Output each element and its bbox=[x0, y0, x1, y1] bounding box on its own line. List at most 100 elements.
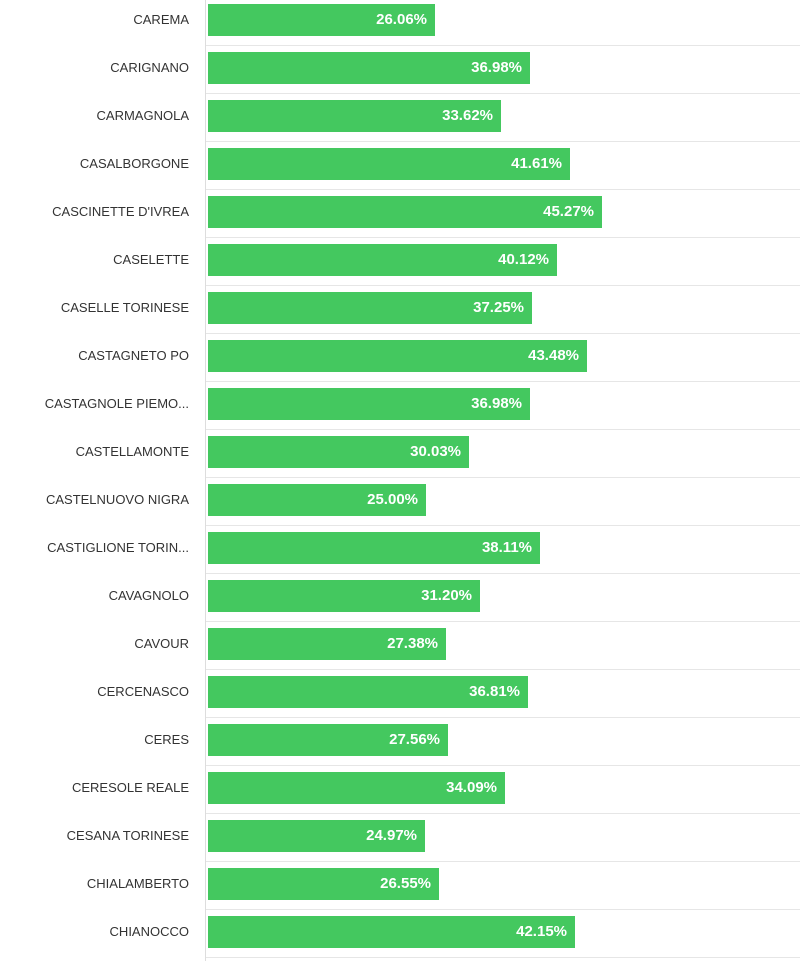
bar[interactable]: 36.98% bbox=[208, 388, 530, 420]
bar[interactable]: 43.48% bbox=[208, 340, 587, 372]
bar[interactable]: 24.97% bbox=[208, 820, 425, 852]
category-label: CASTAGNOLE PIEMO... bbox=[44, 396, 189, 411]
bar[interactable]: 31.20% bbox=[208, 580, 480, 612]
row-separator bbox=[206, 93, 800, 94]
bar-value-label: 30.03% bbox=[410, 443, 461, 460]
bar-value-label: 26.55% bbox=[380, 875, 431, 892]
bar-row: CAVAGNOLO 31.20% bbox=[0, 576, 800, 624]
bar-value-label: 45.27% bbox=[543, 203, 594, 220]
bar[interactable]: 27.56% bbox=[208, 724, 448, 756]
row-separator bbox=[206, 861, 800, 862]
bar-value-label: 42.15% bbox=[516, 923, 567, 940]
bar-row: CASTAGNETO PO 43.48% bbox=[0, 336, 800, 384]
bar-row: CASTELNUOVO NIGRA 25.00% bbox=[0, 480, 800, 528]
category-label: CHIANOCCO bbox=[109, 924, 189, 939]
row-separator bbox=[206, 957, 800, 958]
category-label: CERES bbox=[144, 732, 189, 747]
bar[interactable]: 34.09% bbox=[208, 772, 505, 804]
bar[interactable]: 40.12% bbox=[208, 244, 557, 276]
category-label: CASTAGNETO PO bbox=[78, 348, 189, 363]
bar[interactable]: 27.38% bbox=[208, 628, 446, 660]
bar-value-label: 38.11% bbox=[481, 539, 532, 556]
bar-row: CASELLE TORINESE 37.25% bbox=[0, 288, 800, 336]
category-label: CERCENASCO bbox=[97, 684, 189, 699]
bar-value-label: 36.81% bbox=[469, 683, 520, 700]
row-separator bbox=[206, 765, 800, 766]
bar[interactable]: 42.15% bbox=[208, 916, 575, 948]
bar-row: CERES 27.56% bbox=[0, 720, 800, 768]
row-separator bbox=[206, 813, 800, 814]
row-separator bbox=[206, 717, 800, 718]
category-label: CASELETTE bbox=[113, 252, 189, 267]
bar-row: CASTIGLIONE TORIN... 38.11% bbox=[0, 528, 800, 576]
category-label: CARIGNANO bbox=[110, 60, 189, 75]
bar-row: CARMAGNOLA 33.62% bbox=[0, 96, 800, 144]
bar[interactable]: 45.27% bbox=[208, 196, 602, 228]
row-separator bbox=[206, 381, 800, 382]
category-label: CASTELLAMONTE bbox=[75, 444, 189, 459]
bar-value-label: 43.48% bbox=[528, 347, 579, 364]
bar[interactable]: 41.61% bbox=[208, 148, 570, 180]
category-label: CASTIGLIONE TORIN... bbox=[47, 540, 189, 555]
category-label: CERESOLE REALE bbox=[71, 780, 189, 795]
bar-row: CASELETTE 40.12% bbox=[0, 240, 800, 288]
bar-value-label: 26.06% bbox=[376, 11, 427, 28]
bar-row: CASTELLAMONTE 30.03% bbox=[0, 432, 800, 480]
bar-value-label: 27.56% bbox=[389, 731, 440, 748]
bar-value-label: 37.25% bbox=[473, 299, 524, 316]
row-separator bbox=[206, 573, 800, 574]
bar-value-label: 31.20% bbox=[421, 587, 472, 604]
bar-value-label: 25.00% bbox=[367, 491, 418, 508]
row-separator bbox=[206, 525, 800, 526]
row-separator bbox=[206, 429, 800, 430]
bar-value-label: 34.09% bbox=[446, 779, 497, 796]
category-label: CASALBORGONE bbox=[79, 156, 189, 171]
bar-value-label: 40.12% bbox=[498, 251, 549, 268]
bar-row: CERCENASCO 36.81% bbox=[0, 672, 800, 720]
category-label: CASELLE TORINESE bbox=[60, 300, 189, 315]
bar[interactable]: 36.98% bbox=[208, 52, 530, 84]
bar[interactable]: 25.00% bbox=[208, 484, 426, 516]
row-separator bbox=[206, 909, 800, 910]
bar[interactable]: 26.55% bbox=[208, 868, 439, 900]
bar-row: CHIALAMBERTO 26.55% bbox=[0, 864, 800, 912]
category-label: CASTELNUOVO NIGRA bbox=[45, 492, 189, 507]
bar-row: CESANA TORINESE 24.97% bbox=[0, 816, 800, 864]
row-separator bbox=[206, 141, 800, 142]
category-label: CASCINETTE D'IVREA bbox=[52, 204, 189, 219]
bar-row: CARIGNANO 36.98% bbox=[0, 48, 800, 96]
bar-value-label: 36.98% bbox=[471, 59, 522, 76]
category-label: CAVAGNOLO bbox=[108, 588, 189, 603]
bar-row: CHIANOCCO 42.15% bbox=[0, 912, 800, 960]
row-separator bbox=[206, 669, 800, 670]
bar[interactable]: 36.81% bbox=[208, 676, 528, 708]
row-separator bbox=[206, 285, 800, 286]
bar-row: CAVOUR 27.38% bbox=[0, 624, 800, 672]
category-label: CAVOUR bbox=[134, 636, 189, 651]
bar-value-label: 27.38% bbox=[387, 635, 438, 652]
category-label: CESANA TORINESE bbox=[66, 828, 189, 843]
row-separator bbox=[206, 189, 800, 190]
row-separator bbox=[206, 333, 800, 334]
bar-row: CASCINETTE D'IVREA 45.27% bbox=[0, 192, 800, 240]
bar[interactable]: 30.03% bbox=[208, 436, 469, 468]
bar[interactable]: 33.62% bbox=[208, 100, 501, 132]
bar-value-label: 24.97% bbox=[366, 827, 417, 844]
row-separator bbox=[206, 477, 800, 478]
bar-row: CAREMA 26.06% bbox=[0, 0, 800, 48]
bar-row: CASALBORGONE 41.61% bbox=[0, 144, 800, 192]
bar-value-label: 33.62% bbox=[442, 107, 493, 124]
bar-value-label: 36.98% bbox=[471, 395, 522, 412]
category-label: CHIALAMBERTO bbox=[86, 876, 189, 891]
bar[interactable]: 37.25% bbox=[208, 292, 532, 324]
category-label: CARMAGNOLA bbox=[96, 108, 189, 123]
row-separator bbox=[206, 621, 800, 622]
bar-value-label: 41.61% bbox=[511, 155, 562, 172]
row-separator bbox=[206, 237, 800, 238]
category-axis-line bbox=[205, 0, 206, 961]
bar-row: CASTAGNOLE PIEMO... 36.98% bbox=[0, 384, 800, 432]
row-separator bbox=[206, 45, 800, 46]
bar[interactable]: 26.06% bbox=[208, 4, 435, 36]
bar[interactable]: 38.11% bbox=[208, 532, 540, 564]
